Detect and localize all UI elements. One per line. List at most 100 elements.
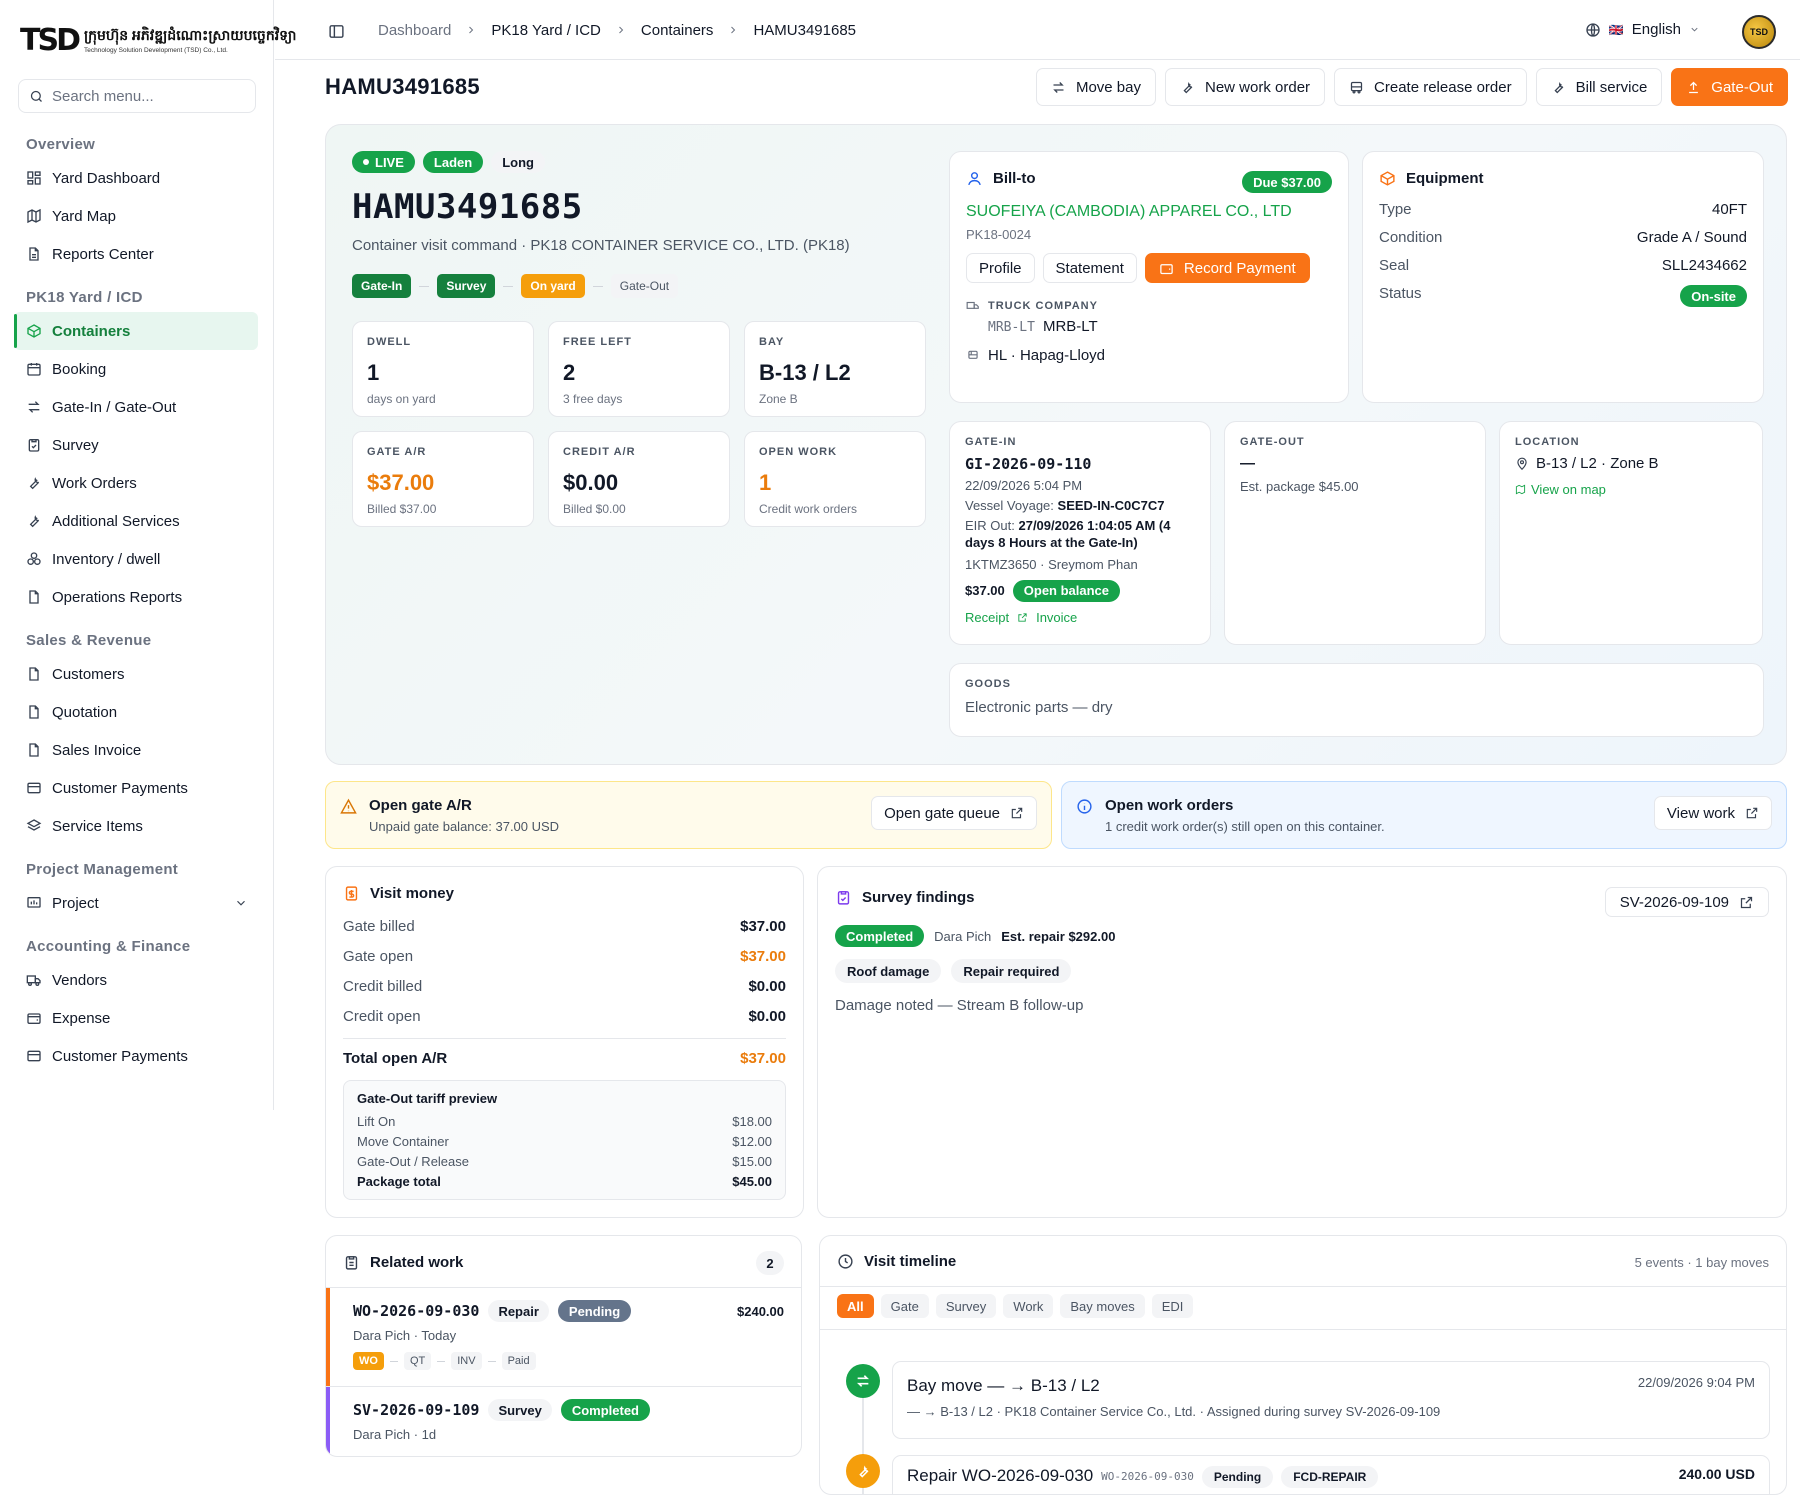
stat-value: 1	[759, 470, 772, 495]
sidebar-item-sales-invoice[interactable]: Sales Invoice	[14, 731, 258, 769]
page-title: HAMU3491685	[325, 74, 480, 99]
sidebar-item-expense[interactable]: Expense	[14, 999, 258, 1037]
bill-to-company[interactable]: SUOFEIYA (CAMBODIA) APPAREL CO., LTD	[966, 203, 1292, 220]
sidebar-item-booking[interactable]: Booking	[14, 350, 258, 388]
button-label: Move bay	[1075, 78, 1141, 96]
sidebar-item-label: Service Items	[52, 817, 143, 835]
timeline-event[interactable]: Bay move — → B-13 / L2 22/09/2026 9:04 P…	[892, 1361, 1770, 1439]
work-id[interactable]: WO-2026-09-030	[353, 1302, 480, 1320]
map-icon	[1515, 484, 1526, 495]
tariff-title: Gate-Out tariff preview	[357, 1091, 498, 1106]
sidebar-item-gate[interactable]: Gate-In / Gate-Out	[14, 388, 258, 426]
breadcrumb-containers[interactable]: Containers	[640, 21, 714, 39]
work-item[interactable]: SV-2026-09-109 Survey Completed Dara Pic…	[326, 1387, 801, 1456]
sidebar-item-customer-payments[interactable]: Customer Payments	[14, 769, 258, 807]
sidebar-item-project[interactable]: Project	[14, 884, 258, 922]
sidebar-item-customer-payments-2[interactable]: Customer Payments	[14, 1037, 258, 1075]
filter-survey[interactable]: Survey	[935, 1294, 997, 1318]
sidebar-toggle-icon[interactable]	[328, 23, 345, 40]
open-work-orders-alert: Open work orders 1 credit work order(s) s…	[1061, 781, 1787, 849]
sidebar-item-label: Sales Invoice	[52, 741, 142, 759]
sidebar-item-label: Vendors	[52, 971, 108, 989]
equipment-status-row: Status On-site	[1379, 285, 1747, 307]
sidebar-item-containers[interactable]: Containers	[14, 312, 258, 350]
filter-gate[interactable]: Gate	[880, 1294, 929, 1318]
new-work-order-button[interactable]: New work order	[1165, 68, 1326, 106]
sidebar-nav: Overview Yard Dashboard Yard Map Reports…	[14, 130, 258, 1075]
filter-bay-moves[interactable]: Bay moves	[1060, 1294, 1145, 1318]
timeline-event[interactable]: Repair WO-2026-09-030 WO-2026-09-030 Pen…	[892, 1455, 1770, 1494]
chevron-down-icon[interactable]	[234, 896, 248, 910]
sidebar-item-customers[interactable]: Customers	[14, 655, 258, 693]
work-id[interactable]: SV-2026-09-109	[353, 1401, 480, 1419]
sidebar-item-label: Project	[52, 894, 99, 912]
money-value: $37.00	[740, 948, 786, 965]
filter-edi[interactable]: EDI	[1151, 1294, 1194, 1318]
gate-in-id[interactable]: GI-2026-09-110	[965, 455, 1092, 473]
breadcrumb-yard[interactable]: PK18 Yard / ICD	[491, 21, 601, 39]
sidebar-item-yard-dashboard[interactable]: Yard Dashboard	[14, 159, 258, 197]
stat-gate-ar: GATE A/R $37.00 Billed $37.00	[352, 431, 534, 527]
sidebar-item-yard-map[interactable]: Yard Map	[14, 197, 258, 235]
sidebar-item-label: Yard Dashboard	[52, 169, 161, 187]
voyage-value: SEED-IN-C0C7C7	[1057, 498, 1165, 513]
filter-all[interactable]: All	[837, 1294, 874, 1318]
language-selector[interactable]: 🇬🇧 English	[1585, 21, 1700, 38]
warning-icon	[340, 798, 357, 814]
button-label: SV-2026-09-109	[1619, 893, 1729, 911]
avatar[interactable]: TSD	[1742, 15, 1776, 49]
sidebar-item-service-items[interactable]: Service Items	[14, 807, 258, 845]
move-bay-button[interactable]: Move bay	[1035, 68, 1156, 106]
gate-in-amount: $37.00	[965, 583, 1005, 599]
timeline-summary: 5 events · 1 bay moves	[1634, 1255, 1769, 1270]
stat-value: $0.00	[563, 470, 619, 495]
bill-service-button[interactable]: Bill service	[1535, 68, 1663, 106]
file-icon	[29, 247, 39, 261]
equipment-card: Equipment Type 40FT Condition Grade A / So…	[1362, 151, 1764, 403]
gate-out-button[interactable]: Gate-Out	[1671, 68, 1788, 106]
survey-tag: Repair required	[951, 959, 1072, 983]
breadcrumb-dashboard[interactable]: Dashboard	[378, 21, 452, 39]
swap-icon	[1053, 81, 1064, 93]
money-value: $0.00	[748, 978, 786, 995]
sidebar-item-label: Expense	[52, 1009, 111, 1027]
sidebar-item-quotation[interactable]: Quotation	[14, 693, 258, 731]
create-release-order-button[interactable]: Create release order	[1334, 68, 1527, 106]
live-badge: LIVE	[352, 151, 415, 173]
filter-work[interactable]: Work	[1003, 1294, 1054, 1318]
flow-step: QT	[403, 1352, 432, 1370]
stat-bay: BAY B-13 / L2 Zone B	[744, 321, 926, 417]
stat-free-left: FREE LEFT 2 3 free days	[548, 321, 730, 417]
sidebar-item-reports-center[interactable]: Reports Center	[14, 235, 258, 273]
view-work-button[interactable]: View work	[1653, 796, 1772, 830]
record-payment-button[interactable]: Record Payment	[1144, 253, 1310, 283]
survey-ref-button[interactable]: SV-2026-09-109	[1604, 887, 1769, 917]
event-time: 22/09/2026 9:04 PM	[1637, 1375, 1755, 1390]
money-total-label: Total open A/R	[343, 1050, 448, 1067]
sidebar-item-additional-services[interactable]: Additional Services	[14, 502, 258, 540]
gate-out-estimate: Est. package $45.00	[1240, 479, 1359, 494]
truck-icon	[26, 975, 41, 986]
sidebar-item-vendors[interactable]: Vendors	[14, 961, 258, 999]
calendar-icon	[27, 363, 41, 376]
sidebar-item-inventory[interactable]: Inventory / dwell	[14, 540, 258, 578]
survey-title: Survey findings	[862, 889, 975, 906]
stat-label: OPEN WORK	[759, 446, 838, 458]
work-item[interactable]: WO-2026-09-030 Repair Pending $240.00 Da…	[326, 1288, 801, 1386]
repair-event-icon	[846, 1454, 880, 1488]
brand-logo[interactable]: TSD ក្រុមហ៊ុន អភិវឌ្ឍដំណោះស្រាយបច្ចេកវិទ…	[20, 22, 296, 58]
money-label: Credit open	[343, 1008, 421, 1025]
sidebar-item-operations-reports[interactable]: Operations Reports	[14, 578, 258, 616]
money-value: $0.00	[748, 1008, 786, 1025]
receipt-link[interactable]: Receipt	[965, 609, 1010, 625]
search-input[interactable]: Search menu...	[18, 79, 256, 113]
sidebar-item-work-orders[interactable]: Work Orders	[14, 464, 258, 502]
statement-button[interactable]: Statement	[1042, 253, 1137, 283]
goods-card: GOODS Electronic parts — dry	[949, 663, 1764, 737]
sidebar-item-survey[interactable]: Survey	[14, 426, 258, 464]
profile-button[interactable]: Profile	[966, 253, 1035, 283]
view-on-map-link[interactable]: View on map	[1515, 482, 1747, 497]
action-toolbar: Move bay New work order Create release o…	[1035, 68, 1788, 106]
open-gate-queue-button[interactable]: Open gate queue	[871, 796, 1037, 830]
invoice-link[interactable]: Invoice	[1036, 609, 1078, 625]
